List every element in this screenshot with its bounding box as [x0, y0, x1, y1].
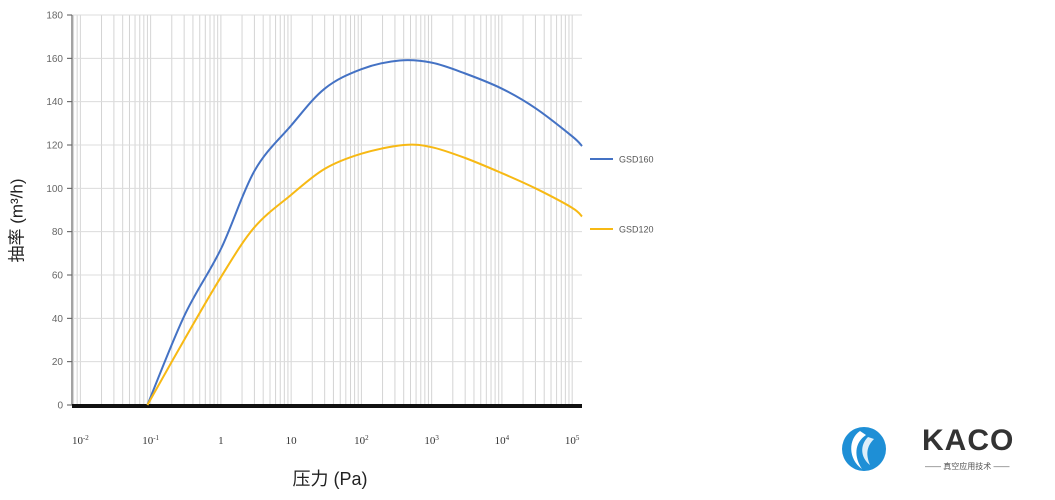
series-line-gsd160: [146, 59, 583, 406]
x-tick-label: 102: [354, 434, 369, 447]
x-axis-label: 压力 (Pa): [292, 469, 368, 489]
grid: [72, 14, 582, 406]
y-tick-label: 140: [46, 97, 63, 108]
legend-label: GSD120: [619, 225, 654, 235]
x-tick-label: 105: [565, 434, 580, 447]
kaco-logo-icon: [842, 427, 886, 471]
y-tick-label: 120: [46, 141, 63, 152]
legend: GSD160 GSD120: [590, 155, 654, 235]
y-axis: 0 20 40 60 80 100 120 140 160 180: [46, 11, 73, 412]
legend-label: GSD160: [619, 155, 654, 165]
series-lines: [146, 59, 583, 406]
series-line-gsd120: [146, 143, 583, 406]
x-tick-label: 104: [495, 434, 510, 447]
x-axis: 10-2 10-1 1 10 102 103 104 105: [72, 404, 582, 447]
x-tick-label: 10: [286, 435, 298, 447]
y-tick-label: 180: [46, 11, 63, 22]
y-tick-label: 0: [57, 401, 63, 412]
x-tick-label: 103: [424, 434, 439, 447]
brand-tagline: —— 真空应用技术 ——: [925, 462, 1010, 471]
y-axis-label: 抽率 (m³/h): [7, 178, 27, 263]
y-tick-label: 100: [46, 184, 63, 195]
brand-name: KACO: [922, 424, 1015, 457]
x-tick-label: 10-2: [72, 434, 89, 447]
y-tick-label: 160: [46, 54, 63, 65]
x-tick-label: 1: [218, 435, 224, 447]
y-tick-label: 20: [52, 357, 64, 368]
y-tick-label: 60: [52, 271, 64, 282]
y-tick-label: 80: [52, 227, 64, 238]
y-tick-label: 40: [52, 314, 64, 325]
x-tick-label: 10-1: [142, 434, 159, 447]
